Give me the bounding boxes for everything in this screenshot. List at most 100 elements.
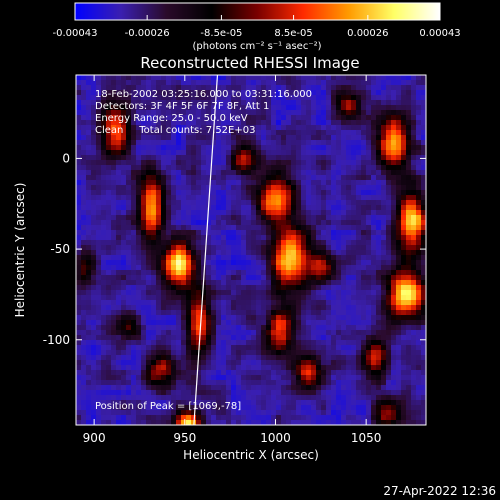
heatmap-cell	[196, 80, 202, 86]
heatmap-cell	[276, 225, 282, 231]
heatmap-cell	[126, 205, 132, 211]
heatmap-cell	[396, 385, 402, 391]
heatmap-cell	[131, 240, 137, 246]
colorbar-step	[339, 3, 341, 20]
heatmap-cell	[181, 180, 187, 186]
heatmap-cell	[341, 120, 347, 126]
heatmap-cell	[236, 165, 242, 171]
heatmap-cell	[101, 375, 107, 381]
heatmap-cell	[336, 170, 342, 176]
heatmap-cell	[306, 285, 312, 291]
heatmap-cell	[366, 335, 372, 341]
heatmap-cell	[101, 295, 107, 301]
heatmap-cell	[186, 150, 192, 156]
heatmap-cell	[201, 395, 207, 401]
heatmap-cell	[406, 215, 412, 221]
colorbar-step	[208, 3, 210, 20]
colorbar-step	[82, 3, 84, 20]
heatmap-cell	[186, 385, 192, 391]
heatmap-cell	[156, 125, 162, 131]
heatmap-cell	[326, 190, 332, 196]
heatmap-cell	[246, 385, 252, 391]
heatmap-cell	[201, 355, 207, 361]
heatmap-cell	[271, 110, 277, 116]
heatmap-cell	[81, 120, 87, 126]
heatmap-cell	[271, 400, 277, 406]
heatmap-cell	[226, 295, 232, 301]
heatmap-cell	[116, 115, 122, 121]
heatmap-cell	[126, 330, 132, 336]
heatmap-cell	[166, 365, 172, 371]
heatmap-cell	[236, 390, 242, 396]
heatmap-cell	[101, 85, 107, 91]
heatmap-cell	[306, 170, 312, 176]
heatmap-cell	[401, 245, 407, 251]
heatmap-cell	[226, 365, 232, 371]
heatmap-cell	[251, 275, 257, 281]
heatmap-cell	[401, 350, 407, 356]
heatmap-cell	[141, 130, 147, 136]
heatmap-cell	[141, 165, 147, 171]
heatmap-cell	[286, 330, 292, 336]
heatmap-cell	[261, 340, 267, 346]
heatmap-cell	[376, 180, 382, 186]
heatmap-cell	[316, 150, 322, 156]
heatmap-cell	[291, 275, 297, 281]
heatmap-cell	[141, 95, 147, 101]
heatmap-cell	[246, 180, 252, 186]
heatmap-cell	[121, 260, 127, 266]
heatmap-cell	[256, 145, 262, 151]
heatmap-cell	[146, 165, 152, 171]
heatmap-cell	[201, 380, 207, 386]
heatmap-cell	[146, 100, 152, 106]
heatmap-cell	[136, 120, 142, 126]
heatmap-cell	[246, 210, 252, 216]
colorbar-step	[417, 3, 419, 20]
colorbar-step	[262, 3, 264, 20]
heatmap-cell	[281, 255, 287, 261]
heatmap-cell	[416, 295, 422, 301]
heatmap-cell	[361, 335, 367, 341]
heatmap-cell	[346, 175, 352, 181]
heatmap-cell	[76, 165, 82, 171]
heatmap-cell	[196, 305, 202, 311]
heatmap-cell	[406, 375, 412, 381]
heatmap-cell	[81, 230, 87, 236]
heatmap-cell	[326, 325, 332, 331]
heatmap-cell	[366, 140, 372, 146]
heatmap-cell	[421, 140, 426, 146]
heatmap-cell	[311, 165, 317, 171]
heatmap-cell	[196, 230, 202, 236]
heatmap-cell	[246, 150, 252, 156]
colorbar-step	[119, 3, 121, 20]
heatmap-cell	[91, 165, 97, 171]
heatmap-cell	[191, 270, 197, 276]
heatmap-cell	[131, 380, 137, 386]
heatmap-cell	[416, 290, 422, 296]
heatmap-cell	[341, 305, 347, 311]
heatmap-cell	[186, 110, 192, 116]
heatmap-cell	[271, 340, 277, 346]
heatmap-cell	[91, 295, 97, 301]
heatmap-cell	[296, 375, 302, 381]
heatmap-cell	[371, 400, 377, 406]
heatmap-cell	[171, 305, 177, 311]
heatmap-cell	[306, 255, 312, 261]
heatmap-cell	[401, 310, 407, 316]
heatmap-cell	[396, 80, 402, 86]
heatmap-cell	[106, 170, 112, 176]
heatmap-cell	[166, 155, 172, 161]
heatmap-cell	[201, 245, 207, 251]
heatmap-cell	[231, 275, 237, 281]
heatmap-cell	[356, 345, 362, 351]
heatmap-cell	[296, 325, 302, 331]
colorbar-step	[354, 3, 356, 20]
heatmap-cell	[356, 95, 362, 101]
colorbar-step	[85, 3, 87, 20]
heatmap-cell	[311, 295, 317, 301]
heatmap-cell	[316, 110, 322, 116]
heatmap-cell	[266, 355, 272, 361]
heatmap-cell	[291, 295, 297, 301]
heatmap-cell	[196, 220, 202, 226]
heatmap-cell	[346, 370, 352, 376]
